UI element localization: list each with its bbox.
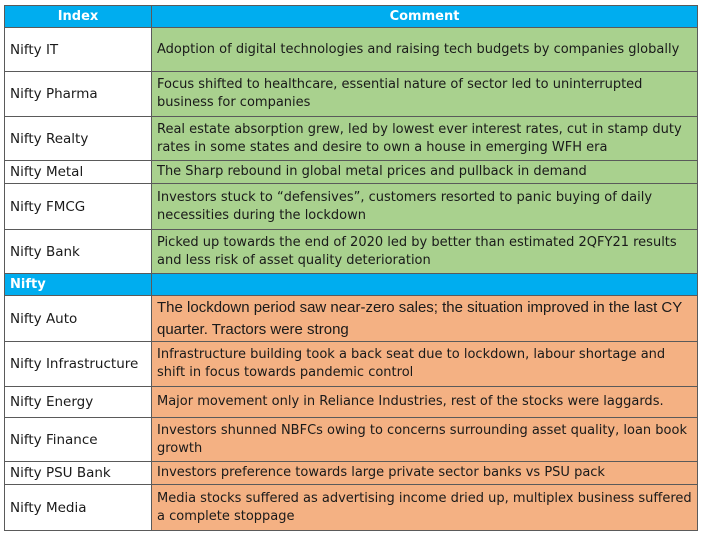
index-cell: Nifty Media (4, 484, 152, 531)
table-row: Nifty Bank Picked up towards the end of … (4, 229, 698, 274)
index-column-header: Index (4, 5, 152, 28)
comment-cell: Investors shunned NBFCs owing to concern… (151, 417, 698, 462)
table-row: Nifty Infrastructure Infrastructure buil… (4, 341, 698, 387)
table-row: Nifty FMCG Investors stuck to “defensive… (4, 183, 698, 230)
comment-cell: Investors stuck to “defensives”, custome… (151, 183, 698, 230)
index-cell: Nifty Auto (4, 295, 152, 342)
comment-cell: Major movement only in Reliance Industri… (151, 386, 698, 418)
table-row: Nifty Finance Investors shunned NBFCs ow… (4, 417, 698, 462)
comment-cell: The Sharp rebound in global metal prices… (151, 160, 698, 184)
comment-cell: Focus shifted to healthcare, essential n… (151, 71, 698, 117)
table-row: Nifty IT Adoption of digital technologie… (4, 27, 698, 72)
table-row: Nifty Energy Major movement only in Reli… (4, 386, 698, 418)
comment-cell: Infrastructure building took a back seat… (151, 341, 698, 387)
comment-cell: Adoption of digital technologies and rai… (151, 27, 698, 72)
sector-index-table: Index Comment Nifty IT Adoption of digit… (4, 5, 698, 531)
table-row: Nifty PSU Bank Investors preference towa… (4, 461, 698, 485)
section-comment (151, 273, 698, 296)
section-label: Nifty (4, 273, 152, 296)
index-cell: Nifty FMCG (4, 183, 152, 230)
index-cell: Nifty Energy (4, 386, 152, 418)
table-row: Nifty Auto The lockdown period saw near-… (4, 295, 698, 342)
index-cell: Nifty IT (4, 27, 152, 72)
section-row: Nifty (4, 273, 698, 296)
comment-column-header: Comment (151, 5, 698, 28)
index-cell: Nifty Metal (4, 160, 152, 184)
comment-cell: The lockdown period saw near-zero sales;… (151, 295, 698, 342)
index-cell: Nifty Bank (4, 229, 152, 274)
header-row: Index Comment (4, 5, 698, 28)
index-cell: Nifty Realty (4, 116, 152, 161)
comment-cell: Investors preference towards large priva… (151, 461, 698, 485)
index-cell: Nifty Infrastructure (4, 341, 152, 387)
index-cell: Nifty Finance (4, 417, 152, 462)
index-cell: Nifty Pharma (4, 71, 152, 117)
table-row: Nifty Pharma Focus shifted to healthcare… (4, 71, 698, 117)
table-row: Nifty Realty Real estate absorption grew… (4, 116, 698, 161)
index-cell: Nifty PSU Bank (4, 461, 152, 485)
comment-cell: Media stocks suffered as advertising inc… (151, 484, 698, 531)
table-row: Nifty Media Media stocks suffered as adv… (4, 484, 698, 531)
comment-cell: Picked up towards the end of 2020 led by… (151, 229, 698, 274)
comment-cell: Real estate absorption grew, led by lowe… (151, 116, 698, 161)
table-row: Nifty Metal The Sharp rebound in global … (4, 160, 698, 184)
